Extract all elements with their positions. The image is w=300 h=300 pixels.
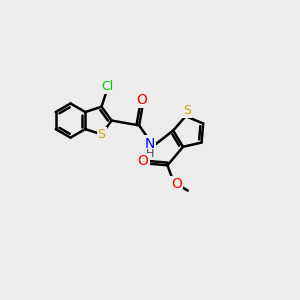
Text: O: O — [171, 177, 182, 191]
Text: S: S — [98, 128, 106, 141]
Text: O: O — [136, 93, 147, 107]
Text: S: S — [183, 104, 191, 117]
Text: H: H — [146, 149, 154, 159]
Text: Cl: Cl — [101, 80, 113, 93]
Text: N: N — [145, 136, 155, 151]
Text: O: O — [138, 154, 148, 168]
